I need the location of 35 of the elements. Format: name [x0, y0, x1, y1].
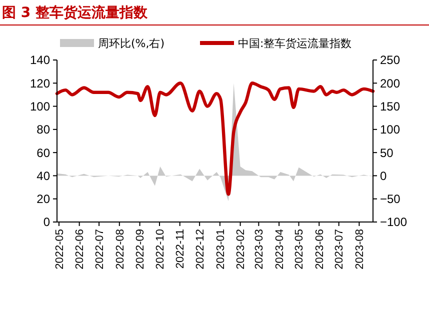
y2-tick-label: 150 — [380, 99, 400, 114]
x-tick-label: 2023-01 — [214, 229, 227, 270]
x-tick-label: 2022-06 — [74, 229, 86, 270]
y-tick-label: 20 — [36, 192, 50, 206]
y-tick-label: 80 — [36, 122, 50, 137]
x-tick-label: 2022-08 — [114, 229, 126, 270]
legend-label: 中国:整车货运流量指数 — [238, 37, 352, 50]
x-tick-label: 2022-10 — [154, 229, 166, 270]
y2-tick-label: 50 — [380, 146, 394, 160]
x-tick-label: 2023-04 — [274, 229, 286, 270]
y-tick-label: 0 — [43, 215, 50, 230]
x-tick-label: 2022-11 — [174, 229, 187, 269]
y2-tick-label: −50 — [380, 192, 401, 206]
chart-title: 图 3 整车货运流量指数 — [2, 4, 148, 21]
y2-tick-label: −100 — [380, 215, 408, 230]
y-tick-label: 60 — [36, 146, 50, 160]
legend-label: 周环比(%,右) — [98, 37, 165, 50]
x-tick-label: 2023-07 — [334, 229, 346, 270]
x-tick-label: 2022-07 — [94, 229, 106, 270]
y-tick-label: 100 — [30, 99, 50, 114]
x-tick-label: 2023-03 — [254, 229, 266, 270]
y2-tick-label: 100 — [380, 122, 400, 137]
x-tick-label: 2022-09 — [134, 229, 147, 270]
x-tick-label: 2023-05 — [294, 229, 306, 270]
y-tick-label: 140 — [30, 53, 50, 68]
x-tick-label: 2023-06 — [314, 229, 326, 270]
x-tick-label: 2023-02 — [235, 229, 248, 270]
y2-tick-label: 200 — [380, 76, 400, 90]
y2-tick-label: 0 — [380, 168, 387, 183]
x-tick-label: 2022-05 — [54, 229, 66, 270]
x-tick-label: 2022-12 — [194, 229, 206, 270]
x-tick-label: 2023-08 — [354, 229, 366, 270]
y-tick-label: 40 — [36, 168, 50, 183]
y2-tick-label: 250 — [380, 53, 400, 68]
y-tick-label: 120 — [30, 76, 50, 90]
